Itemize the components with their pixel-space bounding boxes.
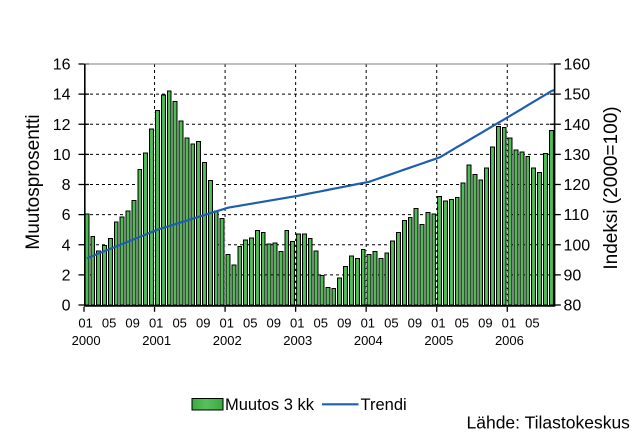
svg-text:2002: 2002: [213, 333, 242, 348]
svg-text:130: 130: [564, 147, 591, 164]
svg-text:2001: 2001: [142, 333, 171, 348]
svg-text:05: 05: [172, 316, 186, 331]
svg-text:2006: 2006: [495, 333, 524, 348]
svg-text:01: 01: [219, 316, 233, 331]
svg-text:12: 12: [53, 117, 71, 134]
svg-text:2005: 2005: [424, 333, 453, 348]
svg-text:0: 0: [62, 298, 71, 315]
svg-text:8: 8: [62, 177, 71, 194]
svg-text:2003: 2003: [283, 333, 312, 348]
svg-text:2000: 2000: [72, 333, 101, 348]
svg-text:2004: 2004: [354, 333, 383, 348]
svg-text:Indeksi (2000=100): Indeksi (2000=100): [601, 106, 622, 269]
svg-text:09: 09: [478, 316, 492, 331]
svg-text:Lähde: Tilastokeskus: Lähde: Tilastokeskus: [467, 412, 631, 432]
svg-text:100: 100: [564, 237, 591, 254]
svg-text:05: 05: [102, 316, 116, 331]
svg-text:09: 09: [125, 316, 139, 331]
svg-text:05: 05: [525, 316, 539, 331]
svg-text:Muutos 3 kk: Muutos 3 kk: [225, 396, 315, 414]
svg-text:09: 09: [408, 316, 422, 331]
svg-text:01: 01: [78, 316, 92, 331]
svg-text:150: 150: [564, 87, 591, 104]
svg-text:05: 05: [455, 316, 469, 331]
svg-text:01: 01: [290, 316, 304, 331]
svg-text:05: 05: [314, 316, 328, 331]
svg-text:01: 01: [149, 316, 163, 331]
svg-text:01: 01: [431, 316, 445, 331]
svg-text:09: 09: [337, 316, 351, 331]
svg-text:120: 120: [564, 177, 591, 194]
svg-text:2: 2: [62, 267, 71, 284]
svg-text:80: 80: [564, 298, 582, 315]
svg-text:09: 09: [196, 316, 210, 331]
svg-text:110: 110: [564, 207, 590, 224]
svg-text:10: 10: [53, 147, 71, 164]
svg-text:6: 6: [62, 207, 71, 224]
svg-text:140: 140: [564, 117, 591, 134]
svg-text:16: 16: [53, 57, 71, 74]
svg-text:160: 160: [564, 57, 591, 74]
svg-text:14: 14: [53, 87, 71, 104]
svg-text:05: 05: [384, 316, 398, 331]
svg-text:05: 05: [243, 316, 257, 331]
svg-text:Trendi: Trendi: [361, 396, 407, 414]
svg-text:4: 4: [62, 237, 71, 254]
svg-text:01: 01: [361, 316, 375, 331]
svg-text:90: 90: [564, 267, 582, 284]
svg-text:Muutosprosentti: Muutosprosentti: [23, 114, 44, 249]
svg-text:09: 09: [267, 316, 281, 331]
svg-text:01: 01: [502, 316, 516, 331]
